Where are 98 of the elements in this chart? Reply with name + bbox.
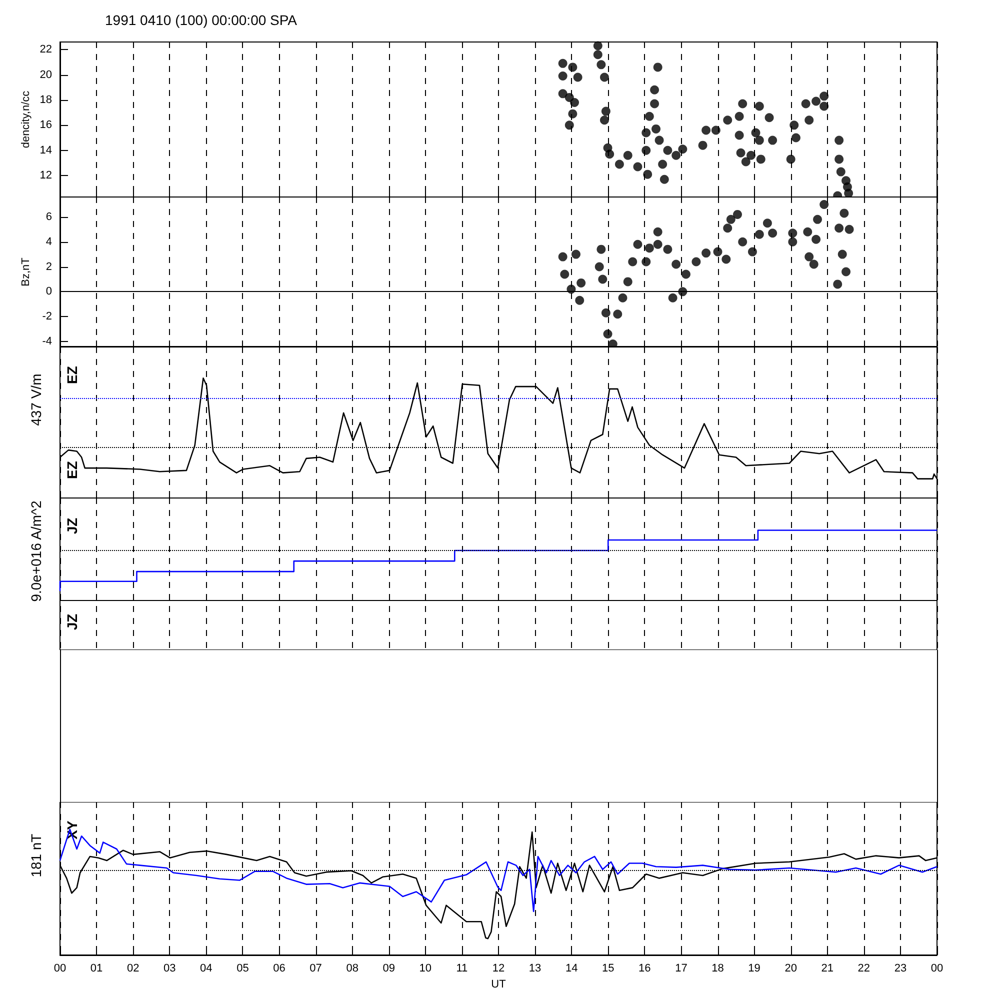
text: 9.0e+016 A/m^2 <box>28 500 44 602</box>
x-axis-title: UT <box>491 978 506 990</box>
x-tick-label: 07 <box>310 962 322 974</box>
x-tick-label: 13 <box>528 962 542 974</box>
point <box>842 267 851 276</box>
point <box>738 237 748 246</box>
point <box>598 274 608 284</box>
x-tick-label: 21 <box>821 962 834 974</box>
point <box>575 296 584 305</box>
point <box>723 224 732 233</box>
x-tick-label: 19 <box>748 962 760 974</box>
point <box>702 248 711 258</box>
x-tick-label: 22 <box>858 962 870 974</box>
point <box>681 270 690 279</box>
y-axis-title: Bz,nT <box>20 257 32 286</box>
x-tick-label: 15 <box>602 962 614 974</box>
point <box>768 228 778 238</box>
y-tick-label: 20 <box>40 68 52 81</box>
point <box>596 244 606 254</box>
x-tick-label: 20 <box>784 962 797 974</box>
x-tick-label: 23 <box>894 962 907 974</box>
point <box>663 244 672 254</box>
point <box>788 228 798 238</box>
point <box>576 278 586 288</box>
point <box>644 244 654 253</box>
point <box>748 247 757 256</box>
point <box>613 310 622 319</box>
y-axis-title: EZ <box>64 366 80 384</box>
y-tick-label: 18 <box>40 94 52 106</box>
x-tick-label: 06 <box>273 962 286 974</box>
point <box>804 252 814 262</box>
point <box>833 280 842 289</box>
point <box>633 240 642 249</box>
point <box>558 252 568 262</box>
y-tick-label: 16 <box>40 119 52 132</box>
x-tick-label: 04 <box>200 962 212 974</box>
y-axis-title: JZ <box>64 517 80 534</box>
x-tick-label: 05 <box>236 962 249 974</box>
x-tick-label: 17 <box>675 962 688 974</box>
y-tick-label: 14 <box>40 144 52 156</box>
x-tick-label: 09 <box>382 962 395 974</box>
x-tick-label: 03 <box>164 962 176 974</box>
y-axis-title: dencity,n/cc <box>20 90 32 148</box>
x-tick-label: 18 <box>712 962 724 974</box>
point <box>838 250 847 259</box>
x-tick-label: 08 <box>346 962 358 974</box>
point <box>560 270 570 279</box>
point <box>762 218 772 228</box>
point <box>628 257 638 266</box>
point <box>713 247 722 256</box>
point <box>726 214 736 224</box>
x-tick-label: 10 <box>419 962 432 974</box>
point <box>844 224 854 234</box>
text: JZ <box>64 613 80 630</box>
y-tick-label: -4 <box>42 336 52 348</box>
point <box>608 339 618 347</box>
point <box>623 277 632 286</box>
point <box>834 224 844 233</box>
point <box>594 262 604 272</box>
y-tick-label: 12 <box>40 170 52 182</box>
point <box>571 250 580 259</box>
point <box>692 257 701 266</box>
x-tick-label: 01 <box>90 962 103 974</box>
y-tick-label: 0 <box>46 286 52 298</box>
point <box>618 293 628 302</box>
x-tick-label: 00 <box>930 962 944 974</box>
point <box>809 260 818 269</box>
point <box>803 227 812 236</box>
point <box>668 293 678 302</box>
text: 181 nT <box>28 833 44 878</box>
point <box>601 308 610 318</box>
x-tick-label: 12 <box>492 962 505 974</box>
point <box>653 240 662 249</box>
point <box>732 210 742 219</box>
point <box>672 260 681 269</box>
x-tick-label: 14 <box>565 962 578 974</box>
y-tick-label: 4 <box>46 236 52 248</box>
point <box>603 330 612 339</box>
point <box>722 254 731 264</box>
point <box>840 208 849 218</box>
x-tick-label: 11 <box>456 962 468 974</box>
x-tick-label: 02 <box>126 962 140 974</box>
point <box>788 237 798 246</box>
point <box>820 200 829 209</box>
point <box>754 230 764 239</box>
point <box>813 214 822 224</box>
y-tick-label: 2 <box>46 260 52 273</box>
text: 437 V/m <box>28 374 44 426</box>
point <box>642 257 651 266</box>
x-tick-label: 00 <box>54 962 66 974</box>
x-tick-label: 16 <box>638 962 651 974</box>
y-tick-label: 6 <box>46 210 52 223</box>
chart-title: 1991 0410 (100) 00:00:00 SPA <box>105 12 298 28</box>
annotation: EZ <box>64 460 80 479</box>
y-tick-label: 22 <box>40 44 52 56</box>
y-tick-label: -2 <box>42 310 52 323</box>
point <box>812 234 821 244</box>
point <box>653 227 662 236</box>
